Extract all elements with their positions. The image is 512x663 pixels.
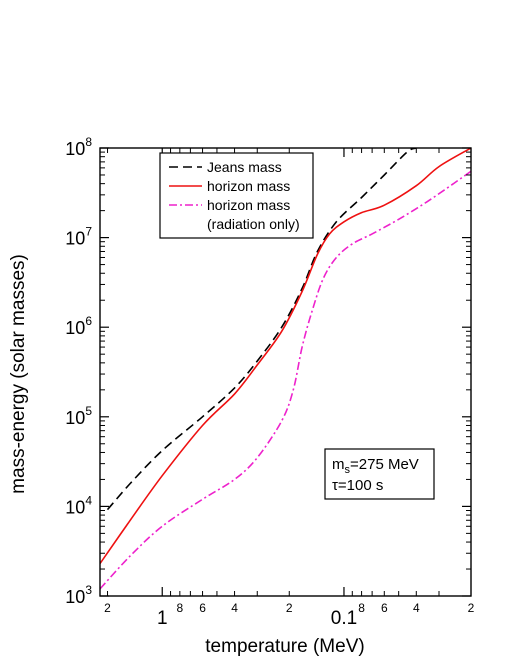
x-minor-tick-label: 6 bbox=[381, 601, 388, 615]
x-minor-tick-label: 8 bbox=[358, 601, 365, 615]
legend: Jeans mass horizon mass horizon mass (radia… bbox=[160, 153, 313, 238]
legend-label: Jeans mass bbox=[207, 159, 282, 175]
x-minor-tick-label: 2 bbox=[286, 601, 293, 615]
legend-label: horizon mass bbox=[207, 197, 290, 213]
legend-label: horizon mass bbox=[207, 178, 290, 194]
y-tick-label: 105 bbox=[65, 404, 92, 428]
x-minor-tick-label: 6 bbox=[199, 601, 206, 615]
x-minor-tick-label: 4 bbox=[231, 601, 238, 615]
y-tick-label: 108 bbox=[65, 135, 92, 159]
y-tick-label: 103 bbox=[65, 583, 92, 607]
x-minor-tick-label: 8 bbox=[176, 601, 183, 615]
annotation-lifetime: τ=100 s bbox=[332, 477, 383, 494]
x-minor-tick-label: 4 bbox=[413, 601, 420, 615]
y-tick-label: 104 bbox=[65, 493, 92, 517]
x-major-tick-label: 1 bbox=[157, 608, 168, 629]
x-minor-tick-label: 2 bbox=[468, 601, 475, 615]
y-tick-label: 107 bbox=[65, 225, 92, 249]
y-tick-label: 106 bbox=[65, 314, 92, 338]
y-axis-title: mass-energy (solar masses) bbox=[8, 254, 29, 494]
x-major-tick-label: 0.1 bbox=[331, 608, 357, 629]
x-minor-tick-label: 2 bbox=[104, 601, 111, 615]
x-axis-title: temperature (MeV) bbox=[205, 636, 364, 657]
legend-label: (radiation only) bbox=[207, 216, 300, 232]
